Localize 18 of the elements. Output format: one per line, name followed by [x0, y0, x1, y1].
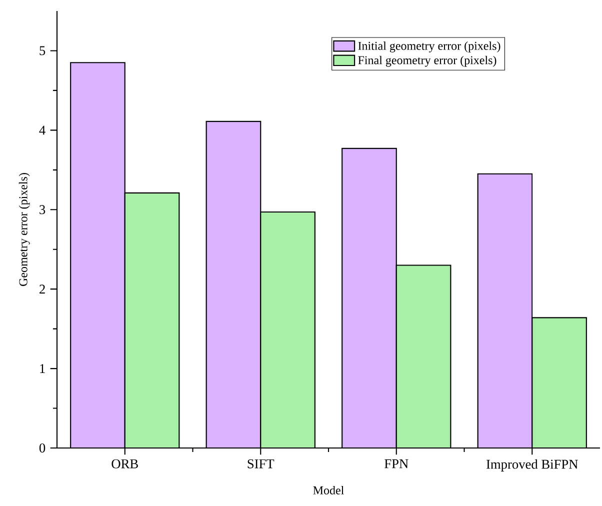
bar — [260, 212, 315, 448]
x-axis-title: Model — [313, 486, 344, 494]
y-tick-label: 5 — [40, 46, 46, 56]
y-tick-label: 4 — [39, 126, 46, 135]
x-tick-label: FPN — [384, 459, 408, 468]
y-tick-label: 3 — [40, 205, 46, 214]
legend-label: Final geometry error (pixels) — [358, 56, 496, 67]
bar — [396, 265, 451, 448]
bar — [532, 317, 587, 448]
x-tick-label: SIFT — [248, 459, 274, 468]
legend-label: Initial geometry error (pixels) — [358, 41, 500, 52]
y-tick-label: 1 — [40, 364, 45, 373]
y-tick-label: 2 — [40, 284, 45, 294]
x-tick-label: ORB — [112, 459, 138, 468]
y-tick-label: 0 — [39, 444, 46, 452]
bar — [124, 192, 180, 448]
x-tick-label: Improved BiFPN — [486, 459, 578, 472]
y-axis-title: Geometry error (pixels) — [18, 173, 30, 286]
